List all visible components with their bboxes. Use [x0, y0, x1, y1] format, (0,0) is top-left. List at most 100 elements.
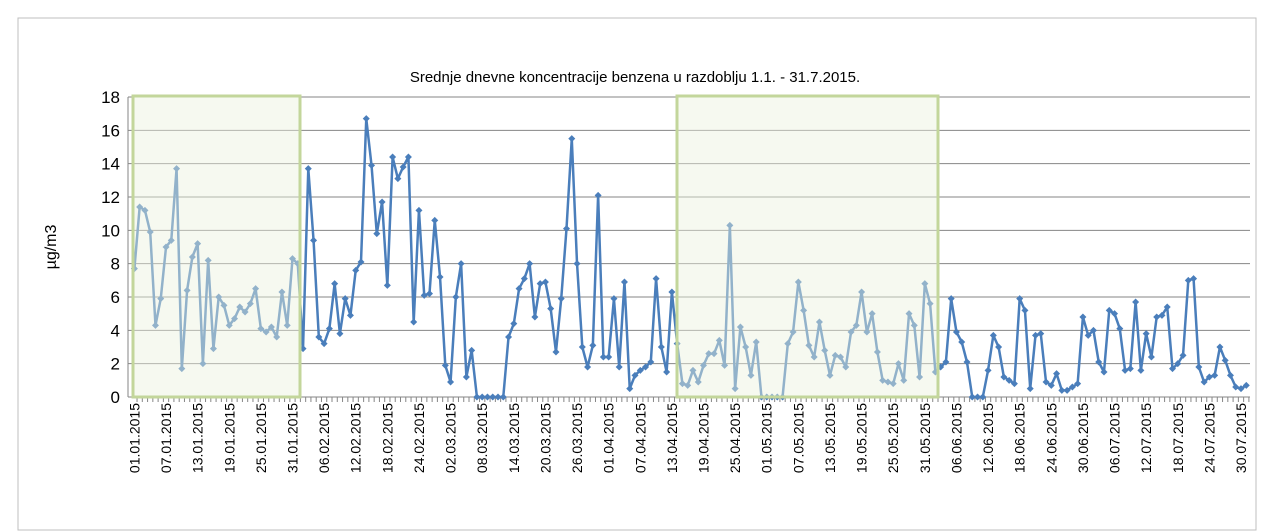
x-tick-label: 12.06.2015: [980, 403, 996, 473]
data-point: [341, 295, 349, 303]
data-point: [900, 376, 908, 384]
x-tick-label: 07.04.2015: [632, 403, 648, 473]
x-tick-label: 25.01.2015: [253, 403, 269, 473]
data-point: [837, 353, 845, 361]
data-point: [531, 313, 539, 321]
data-point: [1010, 380, 1018, 388]
data-point: [794, 278, 802, 286]
data-point: [225, 321, 233, 329]
data-point: [236, 303, 244, 311]
x-tick-label: 30.07.2015: [1233, 403, 1249, 473]
x-tick-label: 14.03.2015: [506, 403, 522, 473]
x-tick-label: 25.04.2015: [727, 403, 743, 473]
data-point: [173, 165, 181, 173]
data-point: [1095, 358, 1103, 366]
data-point: [589, 341, 597, 349]
y-tick-label: 16: [101, 121, 120, 140]
data-point: [194, 240, 202, 248]
data-point: [636, 366, 644, 374]
data-point: [700, 361, 708, 369]
data-point: [310, 236, 318, 244]
data-point: [594, 191, 602, 199]
data-point: [1242, 381, 1250, 389]
data-point: [336, 330, 344, 338]
data-point: [1184, 276, 1192, 284]
data-point: [784, 340, 792, 348]
y-tick-label: 6: [111, 288, 120, 307]
highlight-box: [675, 94, 940, 399]
data-point: [647, 358, 655, 366]
data-point: [568, 135, 576, 143]
data-point: [499, 393, 507, 401]
data-point: [1174, 360, 1182, 368]
data-point: [1221, 356, 1229, 364]
plot-area: 0 2 4 6 8 10 12 14 16 18 01.01.2015 07.01.2015 13.01…: [101, 88, 1250, 473]
data-point: [1037, 330, 1045, 338]
data-point: [510, 320, 518, 328]
y-tick-label: 10: [101, 221, 120, 240]
data-point: [231, 315, 239, 323]
data-point: [215, 293, 223, 301]
data-point: [652, 275, 660, 283]
x-tick-label: 20.03.2015: [537, 403, 553, 473]
y-tick-label: 0: [111, 388, 120, 407]
data-point: [942, 358, 950, 366]
chart-frame: [17, 17, 1257, 531]
data-point: [136, 203, 144, 211]
data-point: [631, 371, 639, 379]
data-point: [1079, 313, 1087, 321]
data-point: [346, 311, 354, 319]
data-point: [684, 381, 692, 389]
data-point: [536, 280, 544, 288]
data-point: [605, 353, 613, 361]
data-point: [715, 336, 723, 344]
y-tick-label: 14: [101, 155, 120, 174]
data-point: [573, 260, 581, 268]
data-point: [826, 371, 834, 379]
data-point: [921, 280, 929, 288]
data-point: [863, 328, 871, 336]
data-point: [515, 285, 523, 293]
data-point: [694, 378, 702, 386]
x-tick-label: 06.07.2015: [1107, 403, 1123, 473]
data-point: [995, 343, 1003, 351]
data-point: [1031, 331, 1039, 339]
data-point: [1053, 370, 1061, 378]
data-point: [968, 393, 976, 401]
x-tick-label: 31.01.2015: [284, 403, 300, 473]
data-point: [520, 275, 528, 283]
data-point: [146, 228, 154, 236]
x-tick-label: 01.01.2015: [126, 403, 142, 473]
data-point: [352, 266, 360, 274]
x-tick-label: 19.05.2015: [854, 403, 870, 473]
data-point: [974, 393, 982, 401]
x-tick-label: 24.02.2015: [411, 403, 427, 473]
data-point: [1068, 383, 1076, 391]
data-point: [578, 343, 586, 351]
data-point: [357, 258, 365, 266]
data-point: [815, 318, 823, 326]
data-point: [315, 333, 323, 341]
data-point: [615, 363, 623, 371]
data-point: [404, 153, 412, 161]
data-point: [1042, 378, 1050, 386]
data-point: [947, 295, 955, 303]
data-point: [1005, 376, 1013, 384]
data-point: [151, 321, 159, 329]
data-point: [1190, 275, 1198, 283]
data-point: [731, 385, 739, 393]
x-tick-label: 08.03.2015: [474, 403, 490, 473]
data-point: [1237, 385, 1245, 393]
data-point: [984, 366, 992, 374]
data-point: [325, 325, 333, 333]
data-point: [689, 366, 697, 374]
data-point: [489, 393, 497, 401]
data-point: [821, 346, 829, 354]
data-point: [505, 333, 513, 341]
data-point: [721, 361, 729, 369]
data-point: [1100, 368, 1108, 376]
data-point: [958, 338, 966, 346]
data-point: [199, 360, 207, 368]
data-point: [1132, 298, 1140, 306]
